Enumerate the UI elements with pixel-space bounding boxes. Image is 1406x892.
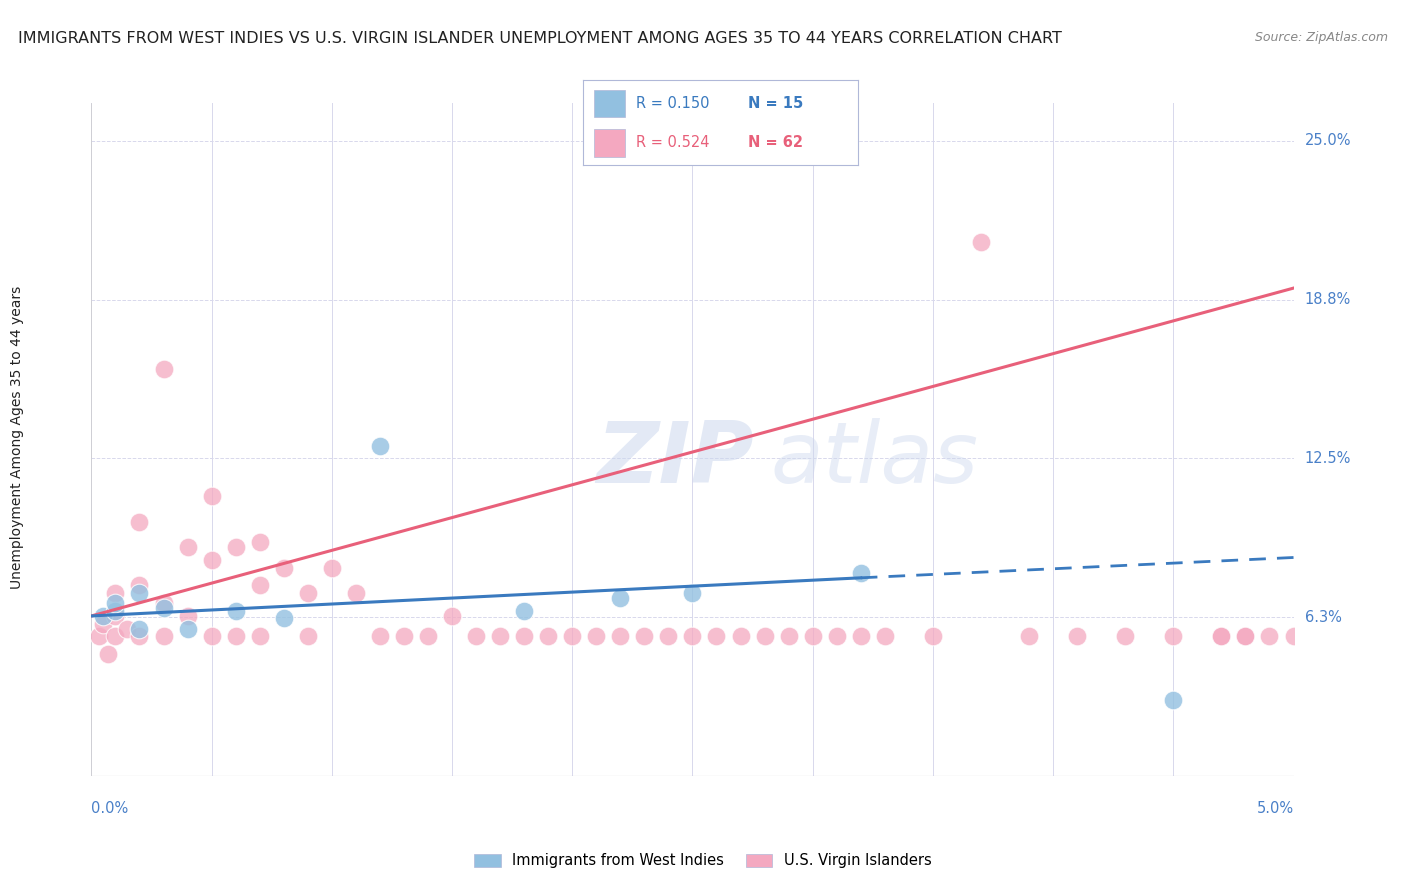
Point (152, 362, 174, 376)
Point (513, 629, 536, 643)
Bar (595, 129, 624, 157)
Text: N = 62: N = 62 (748, 136, 803, 151)
Point (152, 601, 174, 615)
Point (465, 629, 488, 643)
Point (321, 560, 343, 574)
Point (152, 629, 174, 643)
Point (922, 629, 945, 643)
Point (585, 629, 607, 643)
Point (104, 604, 127, 618)
Point (1234, 629, 1257, 643)
Point (1234, 629, 1257, 643)
Point (1114, 629, 1136, 643)
Text: Source: ZipAtlas.com: Source: ZipAtlas.com (1254, 31, 1388, 45)
Point (152, 596, 174, 610)
Point (633, 629, 655, 643)
Point (681, 629, 703, 643)
Point (249, 578, 271, 592)
Point (801, 629, 824, 643)
Point (1258, 629, 1281, 643)
Point (297, 586, 319, 600)
Point (609, 591, 631, 606)
Point (440, 609, 463, 624)
Point (128, 622, 150, 636)
Text: 18.8%: 18.8% (1305, 292, 1351, 307)
Point (249, 535, 271, 549)
Point (1211, 629, 1233, 643)
Point (104, 596, 127, 610)
Point (537, 629, 560, 643)
Point (104, 629, 127, 643)
Point (1211, 629, 1233, 643)
Bar (595, 89, 624, 117)
Point (128, 629, 150, 643)
Point (368, 439, 391, 453)
Text: Unemployment Among Ages 35 to 44 years: Unemployment Among Ages 35 to 44 years (10, 285, 24, 589)
Point (849, 566, 872, 580)
Point (87, 629, 110, 643)
Point (730, 629, 752, 643)
Point (225, 604, 247, 618)
Point (225, 629, 247, 643)
Point (249, 629, 271, 643)
Text: atlas: atlas (770, 418, 979, 501)
Point (201, 629, 224, 643)
Point (273, 611, 295, 625)
Point (970, 235, 993, 250)
Text: R = 0.524: R = 0.524 (636, 136, 709, 151)
Text: 6.3%: 6.3% (1305, 610, 1341, 624)
Text: 12.5%: 12.5% (1305, 450, 1351, 466)
Text: N = 15: N = 15 (748, 95, 803, 111)
Point (825, 629, 848, 643)
Point (513, 604, 536, 618)
Point (561, 629, 583, 643)
Point (1161, 629, 1184, 643)
Point (681, 586, 703, 600)
Point (201, 553, 224, 567)
Point (104, 586, 127, 600)
Point (754, 629, 776, 643)
Point (176, 609, 198, 624)
Point (176, 622, 198, 636)
Point (1161, 693, 1184, 707)
Point (368, 629, 391, 643)
Point (201, 490, 224, 504)
Point (128, 578, 150, 592)
Point (849, 629, 872, 643)
Point (93, 609, 115, 624)
Text: IMMIGRANTS FROM WEST INDIES VS U.S. VIRGIN ISLANDER UNEMPLOYMENT AMONG AGES 35 T: IMMIGRANTS FROM WEST INDIES VS U.S. VIRG… (18, 31, 1062, 46)
Point (873, 629, 896, 643)
Text: ZIP: ZIP (596, 418, 754, 501)
Legend: Immigrants from West Indies, U.S. Virgin Islanders: Immigrants from West Indies, U.S. Virgin… (468, 847, 938, 874)
Point (706, 629, 728, 643)
Text: R = 0.150: R = 0.150 (636, 95, 709, 111)
Point (128, 515, 150, 529)
Point (176, 541, 198, 555)
Point (1282, 629, 1305, 643)
Point (104, 609, 127, 624)
Point (392, 629, 415, 643)
Point (778, 629, 800, 643)
Point (273, 560, 295, 574)
Point (416, 629, 439, 643)
Point (93, 616, 115, 631)
Point (225, 541, 247, 555)
Text: 0.0%: 0.0% (91, 801, 128, 816)
Point (657, 629, 679, 643)
Point (117, 622, 139, 636)
Point (1018, 629, 1040, 643)
Point (1066, 629, 1088, 643)
Text: 25.0%: 25.0% (1305, 133, 1351, 148)
Point (609, 629, 631, 643)
Point (297, 629, 319, 643)
Point (97, 647, 120, 661)
Text: 5.0%: 5.0% (1257, 801, 1294, 816)
Point (344, 586, 367, 600)
Point (489, 629, 512, 643)
Point (128, 586, 150, 600)
